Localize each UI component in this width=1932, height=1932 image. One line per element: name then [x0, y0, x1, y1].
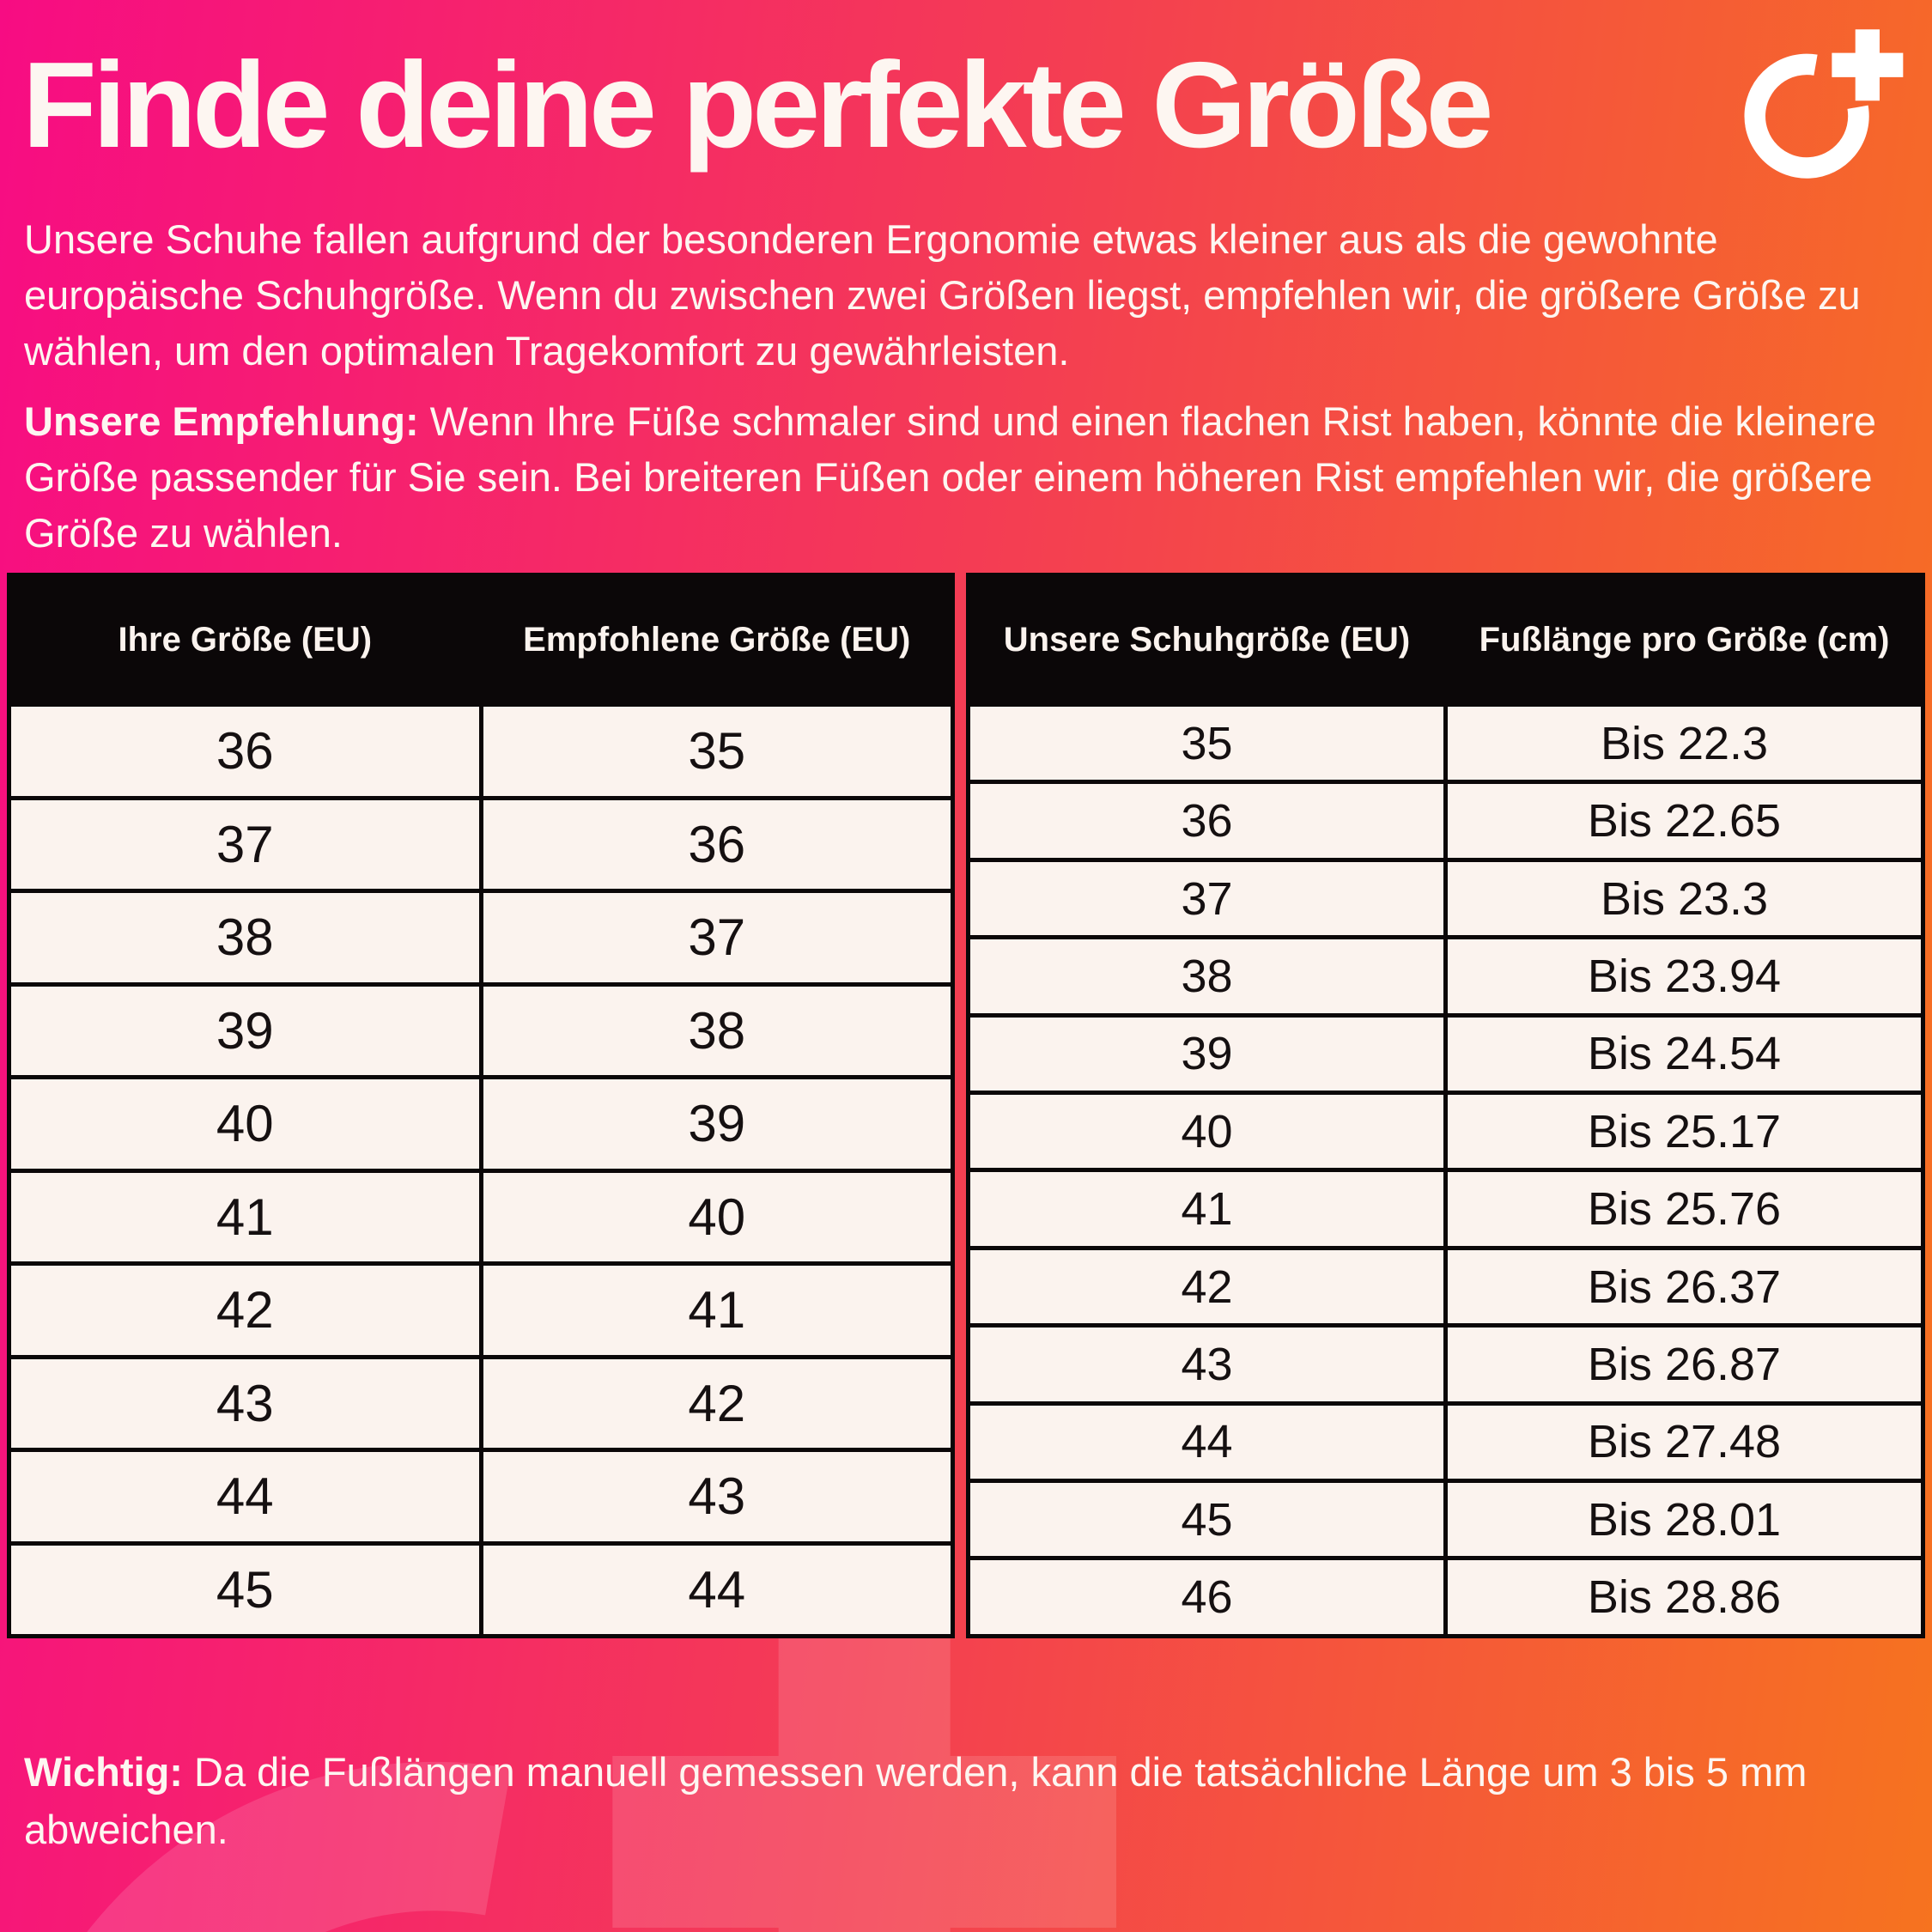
recommendation-paragraph: Unsere Empfehlung: Wenn Ihre Füße schmal… [24, 393, 1909, 561]
watermark-circle-plus-icon [87, 1589, 1116, 1932]
table-row: 43 42 [7, 1354, 955, 1452]
table-header-row: Ihre Größe (EU) Empfohlene Größe (EU) [7, 573, 955, 707]
table-cell: 37 [966, 857, 1448, 940]
table-row: 44 43 [7, 1448, 955, 1546]
column-header: Ihre Größe (EU) [7, 573, 483, 707]
column-header: Unsere Schuhgröße (EU) [966, 573, 1448, 707]
table-cell: 38 [966, 935, 1448, 1018]
table-row: 46 Bis 28.86 [966, 1556, 1925, 1638]
column-header: Empfohlene Größe (EU) [478, 573, 955, 707]
table-cell: 42 [478, 1354, 955, 1452]
table-row: 39 Bis 24.54 [966, 1012, 1925, 1096]
table-cell: 43 [478, 1448, 955, 1546]
table-cell: 41 [478, 1261, 955, 1359]
table-cell: Bis 22.3 [1443, 702, 1925, 785]
table-cell: 38 [478, 981, 955, 1079]
table-row: 41 40 [7, 1168, 955, 1266]
table-cell: Bis 27.48 [1443, 1400, 1925, 1484]
table-cell: 39 [478, 1075, 955, 1173]
circle-plus-logo-icon [1744, 29, 1904, 179]
table-cell: Bis 28.01 [1443, 1479, 1925, 1561]
recommendation-text: Wenn Ihre Füße schmaler sind und einen f… [24, 398, 1876, 556]
recommendation-label: Unsere Empfehlung: [24, 398, 419, 444]
table-header-row: Unsere Schuhgröße (EU) Fußlänge pro Größe… [966, 573, 1925, 707]
table-cell: 41 [966, 1168, 1448, 1250]
table-cell: Bis 23.3 [1443, 857, 1925, 940]
table-cell: 43 [966, 1323, 1448, 1406]
table-cell: Bis 24.54 [1443, 1012, 1925, 1096]
table-row: 37 Bis 23.3 [966, 857, 1925, 940]
table-cell: 35 [966, 702, 1448, 785]
table-cell: 39 [966, 1012, 1448, 1096]
table-cell: 44 [966, 1400, 1448, 1484]
table-cell: Bis 26.87 [1443, 1323, 1925, 1406]
table-row: 36 Bis 22.65 [966, 780, 1925, 862]
table-row: 35 Bis 22.3 [966, 702, 1925, 785]
table-cell: 40 [478, 1168, 955, 1266]
table-row: 42 41 [7, 1261, 955, 1359]
table-cell: 42 [7, 1261, 483, 1359]
table-cell: 39 [7, 981, 483, 1079]
table-cell: 44 [7, 1448, 483, 1546]
table-cell: 45 [966, 1479, 1448, 1561]
table-row: 42 Bis 26.37 [966, 1245, 1925, 1328]
table-row: 40 Bis 25.17 [966, 1091, 1925, 1173]
measurement-note: Wichtig: Da die Fußlängen manuell gemess… [24, 1743, 1887, 1858]
table-row: 43 Bis 26.87 [966, 1323, 1925, 1406]
table-cell: 37 [478, 889, 955, 987]
note-text: Da die Fußlängen manuell gemessen werden… [24, 1749, 1807, 1852]
table-row: 45 44 [7, 1540, 955, 1638]
table-cell: Bis 26.37 [1443, 1245, 1925, 1328]
table-cell: Bis 22.65 [1443, 780, 1925, 862]
table-cell: Bis 25.17 [1443, 1091, 1925, 1173]
size-conversion-table: Ihre Größe (EU) Empfohlene Größe (EU) 36 35… [7, 573, 955, 1638]
table-row: 38 37 [7, 889, 955, 987]
table-cell: 44 [478, 1540, 955, 1638]
page-title: Finde deine perfekte Größe [22, 37, 1494, 173]
table-cell: 41 [7, 1168, 483, 1266]
table-row: 37 36 [7, 795, 955, 893]
foot-length-table: Unsere Schuhgröße (EU) Fußlänge pro Größe… [966, 573, 1925, 1638]
column-header: Fußlänge pro Größe (cm) [1443, 573, 1925, 707]
table-cell: 36 [478, 795, 955, 893]
table-cell: Bis 28.86 [1443, 1556, 1925, 1638]
table-cell: 38 [7, 889, 483, 987]
table-row: 44 Bis 27.48 [966, 1400, 1925, 1484]
intro-paragraph: Unsere Schuhe fallen aufgrund der besond… [24, 216, 1861, 374]
size-tables: Ihre Größe (EU) Empfohlene Größe (EU) 36 35… [7, 573, 1925, 1638]
note-label: Wichtig: [24, 1749, 183, 1795]
table-cell: 36 [7, 702, 483, 800]
table-cell: 35 [478, 702, 955, 800]
table-row: 41 Bis 25.76 [966, 1168, 1925, 1250]
table-row: 39 38 [7, 981, 955, 1079]
table-cell: 37 [7, 795, 483, 893]
table-row: 38 Bis 23.94 [966, 935, 1925, 1018]
table-cell: 45 [7, 1540, 483, 1638]
table-cell: 40 [966, 1091, 1448, 1173]
table-cell: 46 [966, 1556, 1448, 1638]
table-cell: Bis 25.76 [1443, 1168, 1925, 1250]
table-row: 45 Bis 28.01 [966, 1479, 1925, 1561]
table-cell: 42 [966, 1245, 1448, 1328]
table-cell: Bis 23.94 [1443, 935, 1925, 1018]
table-row: 36 35 [7, 702, 955, 800]
table-cell: 43 [7, 1354, 483, 1452]
table-cell: 40 [7, 1075, 483, 1173]
table-row: 40 39 [7, 1075, 955, 1173]
table-cell: 36 [966, 780, 1448, 862]
